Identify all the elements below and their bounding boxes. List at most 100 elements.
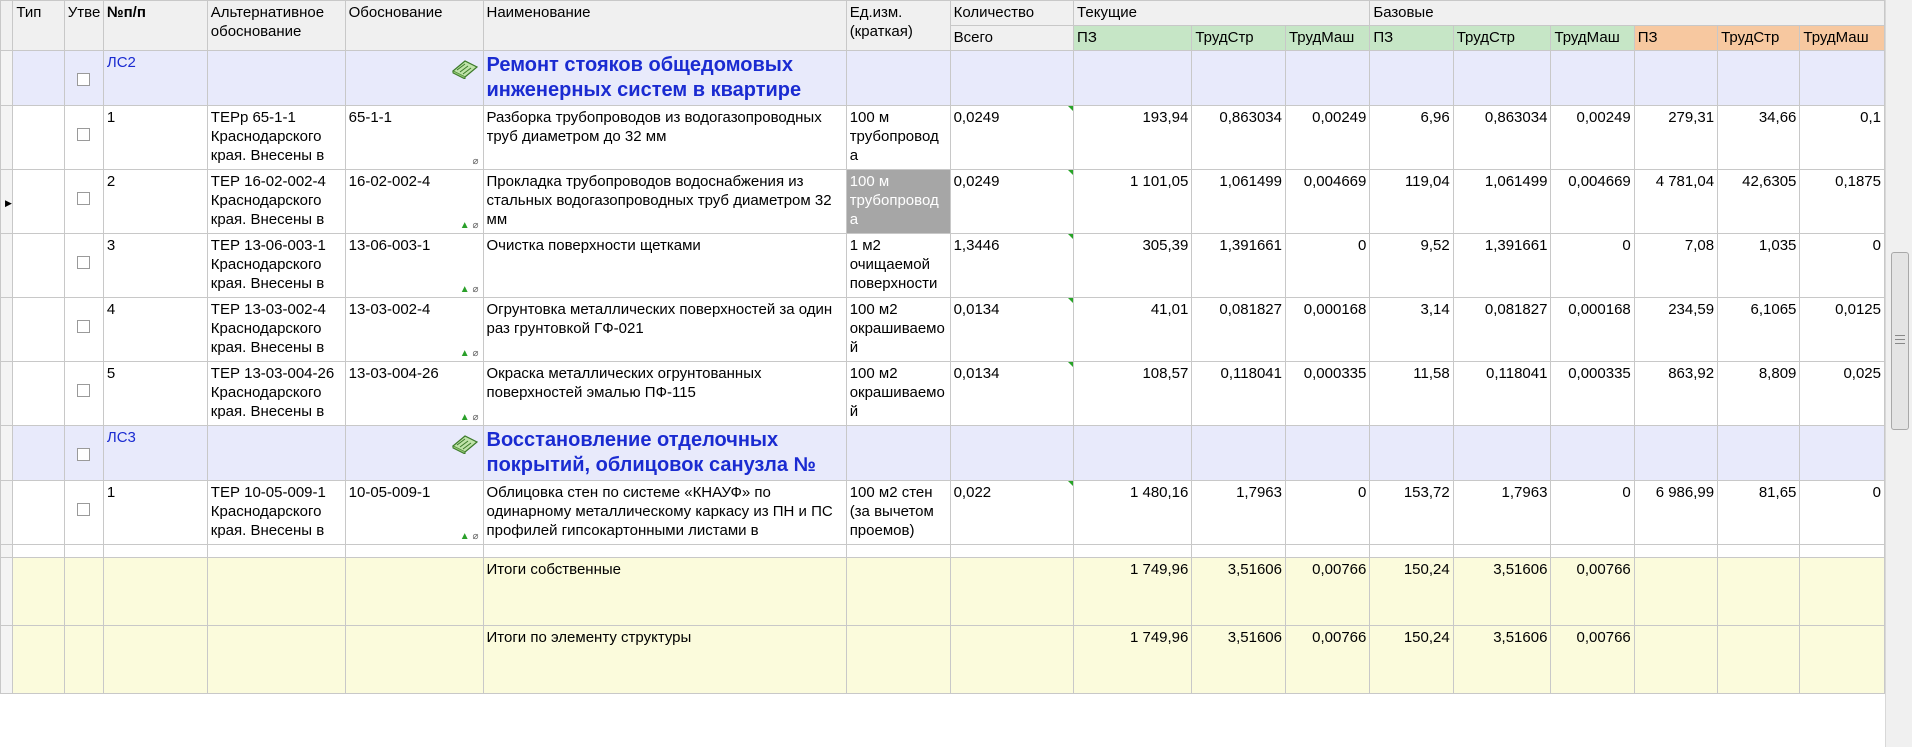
totals-label[interactable]: Итоги собственные <box>482 557 847 626</box>
cell-utv[interactable] <box>63 50 104 106</box>
section-empty-cell[interactable] <box>1633 425 1719 481</box>
cell-t-ts[interactable]: 1,7963 <box>1191 480 1286 545</box>
cell-b-pz[interactable]: 9,52 <box>1369 233 1454 298</box>
section-empty-cell[interactable] <box>1284 50 1371 106</box>
totals-empty-cell[interactable] <box>63 557 104 626</box>
col-npp[interactable]: №п/п <box>102 0 208 51</box>
cell-o-ts[interactable]: 6,1065 <box>1717 297 1801 362</box>
section-empty-cell[interactable] <box>1799 425 1885 481</box>
cell-unit[interactable]: 100 м2 окрашиваемой поверхности <box>845 361 951 426</box>
cell-t-ts[interactable]: 0,863034 <box>1191 105 1286 170</box>
cell-b-ts[interactable]: 1,061499 <box>1452 169 1552 234</box>
cell-tip[interactable] <box>12 233 65 298</box>
cell-obosn[interactable]: 10-05-009-1 ▲ ⌀ <box>344 480 484 545</box>
table-row[interactable]: ▶ 2 ТЕР 16-02-002-4 Краснодарского края. В… <box>0 169 1885 234</box>
move-up-icon[interactable]: ▲ <box>459 348 470 359</box>
row-indicator[interactable] <box>0 625 14 694</box>
cell-name[interactable]: Разборка трубопроводов из водогазопровод… <box>482 105 847 170</box>
cell-name[interactable]: Облицовка стен по системе «КНАУФ» по оди… <box>482 480 847 545</box>
cell-o-pz[interactable]: 6 986,99 <box>1633 480 1719 545</box>
cell-qty[interactable]: 0,0134 <box>949 361 1075 426</box>
section-empty-cell[interactable] <box>1073 425 1193 481</box>
cell-qty[interactable]: 0,0249 <box>949 169 1075 234</box>
col-tek-pz[interactable]: ПЗ <box>1073 25 1193 51</box>
cell-tip[interactable] <box>12 50 65 106</box>
cell-utv[interactable] <box>63 480 104 545</box>
cell-qty[interactable]: 0,0249 <box>949 105 1075 170</box>
paperclip-icon[interactable]: ⌀ <box>472 156 479 167</box>
section-empty-cell[interactable] <box>845 425 951 481</box>
cell-t-pz[interactable]: 305,39 <box>1073 233 1193 298</box>
totals-b-ts[interactable]: 3,51606 <box>1452 625 1552 694</box>
cell-unit[interactable]: 100 м трубопровода <box>845 169 951 234</box>
col-unit[interactable]: Ед.изм. (краткая) <box>845 0 951 51</box>
totals-t-pz[interactable]: 1 749,96 <box>1073 625 1193 694</box>
cell-alt[interactable] <box>206 425 346 481</box>
cell-o-tm[interactable]: 0,1875 <box>1799 169 1885 234</box>
approve-checkbox[interactable] <box>77 128 91 141</box>
section-empty-cell[interactable] <box>949 425 1075 481</box>
cell-alt-obosn[interactable]: ТЕР 13-03-002-4 Краснодарского края. Вне… <box>206 297 346 362</box>
totals-empty-cell[interactable] <box>949 625 1075 694</box>
section-empty-cell[interactable] <box>1799 50 1885 106</box>
col-baz2-trudstr[interactable]: ТрудСтр <box>1717 25 1801 51</box>
cell-b-ts[interactable]: 0,081827 <box>1452 297 1552 362</box>
cell-o-ts[interactable]: 81,65 <box>1717 480 1801 545</box>
cell-b-ts[interactable]: 1,391661 <box>1452 233 1552 298</box>
totals-row[interactable]: Итоги собственные 1 749,96 3,51606 0,00766 1… <box>0 557 1885 626</box>
totals-empty-cell[interactable] <box>1633 557 1719 626</box>
section-row[interactable]: ЛС2 Ремонт стояков общедомовых инженерных… <box>0 50 1885 106</box>
move-up-icon[interactable]: ▲ <box>459 531 470 542</box>
section-code[interactable]: ЛС2 <box>102 50 208 106</box>
cell-alt-obosn[interactable]: ТЕРр 65-1-1 Краснодарского края. Внесены… <box>206 105 346 170</box>
move-up-icon[interactable]: ▲ <box>459 284 470 295</box>
totals-empty-cell[interactable] <box>63 625 104 694</box>
cell-alt-obosn[interactable]: ТЕР 13-03-004-26 Краснодарского края. Вн… <box>206 361 346 426</box>
cell-o-ts[interactable]: 8,809 <box>1717 361 1801 426</box>
cell-npp[interactable]: 4 <box>102 297 208 362</box>
cell-alt[interactable] <box>206 50 346 106</box>
col-vsego[interactable]: Всего <box>949 25 1075 51</box>
cell-b-pz[interactable]: 119,04 <box>1369 169 1454 234</box>
paperclip-icon[interactable]: ⌀ <box>469 412 479 423</box>
cell-t-tm[interactable]: 0 <box>1284 480 1371 545</box>
cell-o-tm[interactable]: 0 <box>1799 480 1885 545</box>
cell-obosn[interactable] <box>344 425 484 481</box>
totals-empty-cell[interactable] <box>1717 557 1801 626</box>
cell-tip[interactable] <box>12 169 65 234</box>
col-baz2-trudmash[interactable]: ТрудМаш <box>1799 25 1885 51</box>
table-row[interactable]: 4 ТЕР 13-03-002-4 Краснодарского края. Вн… <box>0 297 1885 362</box>
section-title-cell[interactable]: Восстановление отделочных покрытий, обли… <box>482 425 847 481</box>
cell-b-ts[interactable]: 1,7963 <box>1452 480 1552 545</box>
row-indicator[interactable] <box>0 425 14 481</box>
row-indicator[interactable] <box>0 297 14 362</box>
cell-unit[interactable]: 100 м2 стен (за вычетом проемов) <box>845 480 951 545</box>
col-obosn[interactable]: Обоснование <box>344 0 484 51</box>
cell-o-pz[interactable]: 4 781,04 <box>1633 169 1719 234</box>
cell-t-ts[interactable]: 0,081827 <box>1191 297 1286 362</box>
col-alt-obosn[interactable]: Альтернативное обоснование <box>206 0 346 51</box>
cell-o-pz[interactable]: 7,08 <box>1633 233 1719 298</box>
totals-empty-cell[interactable] <box>1799 557 1885 626</box>
cell-npp[interactable]: 1 <box>102 105 208 170</box>
totals-empty-cell[interactable] <box>1717 625 1801 694</box>
section-empty-cell[interactable] <box>949 50 1075 106</box>
table-row[interactable]: 1 ТЕРр 65-1-1 Краснодарского края. Внесен… <box>0 105 1885 170</box>
paperclip-icon[interactable]: ⌀ <box>469 220 479 231</box>
cell-utv[interactable] <box>63 233 104 298</box>
cell-b-ts[interactable]: 0,863034 <box>1452 105 1552 170</box>
cell-name[interactable]: Очистка поверхности щетками <box>482 233 847 298</box>
row-indicator[interactable] <box>0 361 14 426</box>
cell-npp[interactable]: 5 <box>102 361 208 426</box>
cell-name[interactable]: Окраска металлических огрунтованных пове… <box>482 361 847 426</box>
cell-o-tm[interactable]: 0,025 <box>1799 361 1885 426</box>
cell-o-pz[interactable]: 863,92 <box>1633 361 1719 426</box>
cell-o-ts[interactable]: 34,66 <box>1717 105 1801 170</box>
totals-b-pz[interactable]: 150,24 <box>1369 557 1454 626</box>
section-empty-cell[interactable] <box>1550 50 1635 106</box>
totals-b-tm[interactable]: 0,00766 <box>1550 625 1635 694</box>
section-empty-cell[interactable] <box>1191 50 1286 106</box>
section-empty-cell[interactable] <box>1284 425 1371 481</box>
cell-b-pz[interactable]: 153,72 <box>1369 480 1454 545</box>
estimate-book-icon[interactable] <box>451 430 479 454</box>
